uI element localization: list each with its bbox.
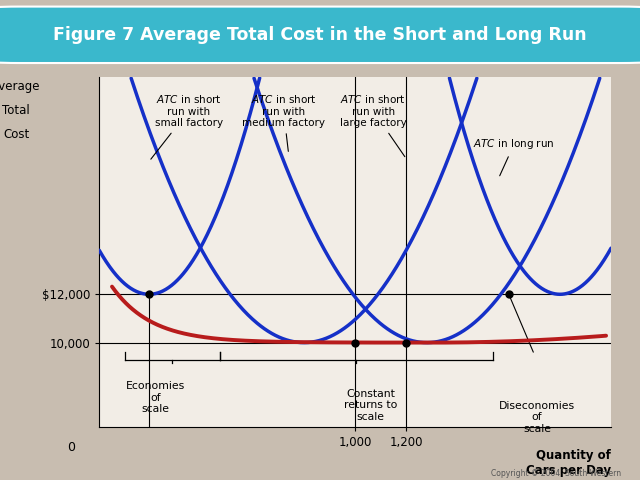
Text: $ATC$ in short
run with
medium factory: $ATC$ in short run with medium factory xyxy=(242,93,325,151)
Text: Diseconomies
of
scale: Diseconomies of scale xyxy=(499,401,575,434)
Text: $ATC$ in short
run with
small factory: $ATC$ in short run with small factory xyxy=(151,93,223,159)
Text: Average: Average xyxy=(0,80,40,93)
Text: Total: Total xyxy=(2,104,30,117)
Text: Quantity of
Cars per Day: Quantity of Cars per Day xyxy=(526,449,611,477)
Text: 0: 0 xyxy=(67,441,75,454)
FancyBboxPatch shape xyxy=(0,7,640,63)
Text: Copyright © 2004  South-Western: Copyright © 2004 South-Western xyxy=(491,468,621,478)
Text: Figure 7 Average Total Cost in the Short and Long Run: Figure 7 Average Total Cost in the Short… xyxy=(53,26,587,44)
Text: Constant
returns to
scale: Constant returns to scale xyxy=(344,388,397,422)
Text: $ATC$ in long run: $ATC$ in long run xyxy=(473,137,555,176)
Text: $ATC$ in short
run with
large factory: $ATC$ in short run with large factory xyxy=(340,93,406,156)
Text: Economies
of
scale: Economies of scale xyxy=(126,381,185,415)
Text: Cost: Cost xyxy=(3,128,29,141)
